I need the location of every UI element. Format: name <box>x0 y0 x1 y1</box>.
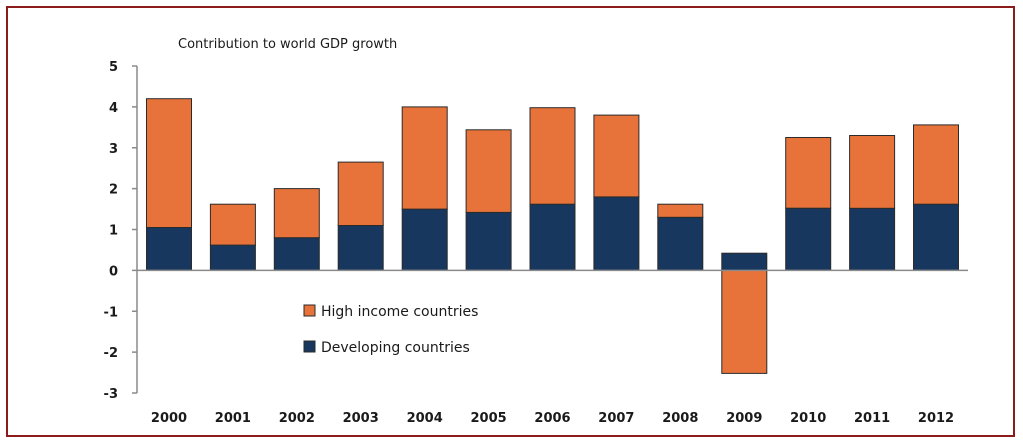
x-tick-label-2006: 2006 <box>534 411 570 426</box>
bar-high-income-2007 <box>593 114 640 198</box>
y-tick-label--3: -3 <box>104 387 118 402</box>
legend: High income countries Developing countrie… <box>303 304 478 356</box>
bars-group <box>146 98 959 374</box>
x-tick-label-2000: 2000 <box>151 411 187 426</box>
legend-swatch-developing <box>303 340 316 353</box>
x-axis: 2000 2001 2002 2003 2004 2005 2006 2007 2008 2009… <box>137 269 968 426</box>
bar-high-income-2012 <box>913 124 959 205</box>
bar-developing-2012 <box>913 203 959 271</box>
y-tick-label--2: -2 <box>104 346 118 361</box>
y-tick-label-4: 4 <box>109 101 118 116</box>
legend-label-high-income: High income countries <box>321 304 478 320</box>
bar-developing-2005 <box>465 211 512 271</box>
bar-developing-2000 <box>146 227 192 271</box>
bar-developing-2011 <box>849 207 896 271</box>
x-tick-label-2011: 2011 <box>854 411 890 426</box>
y-tick-label-3: 3 <box>109 142 118 157</box>
bar-high-income-2000 <box>146 98 192 228</box>
bar-high-income-2011 <box>849 135 896 209</box>
legend-swatch-high-income <box>303 304 316 317</box>
x-tick-label-2001: 2001 <box>215 411 251 426</box>
bar-high-income-2003 <box>337 161 384 227</box>
bar-developing-2009 <box>721 252 768 271</box>
x-tick-label-2002: 2002 <box>279 411 315 426</box>
bar-developing-2003 <box>337 224 384 271</box>
bar-developing-2007 <box>593 196 640 271</box>
y-axis: 5 4 3 2 1 0 -1 -2 -3 <box>104 60 138 402</box>
x-tick-label-2005: 2005 <box>471 411 507 426</box>
chart-title: Contribution to world GDP growth <box>178 37 397 52</box>
bar-developing-2006 <box>529 203 576 271</box>
y-tick-label-2: 2 <box>109 183 118 198</box>
x-tick-label-2009: 2009 <box>726 411 762 426</box>
legend-label-developing: Developing countries <box>321 340 470 356</box>
bar-high-income-2010 <box>785 137 832 209</box>
x-tick-label-2004: 2004 <box>407 411 443 426</box>
x-tick-label-2007: 2007 <box>598 411 634 426</box>
bar-developing-2010 <box>785 207 832 271</box>
y-tick-label-5: 5 <box>109 60 118 75</box>
bar-developing-2004 <box>401 208 448 271</box>
y-tick-label-0: 0 <box>109 264 118 279</box>
bar-developing-2001 <box>209 244 256 271</box>
bar-high-income-2001 <box>209 203 256 246</box>
bar-developing-2008 <box>657 216 704 271</box>
x-tick-label-2010: 2010 <box>790 411 826 426</box>
x-tick-label-2003: 2003 <box>343 411 379 426</box>
bar-high-income-2002 <box>273 188 320 239</box>
x-tick-label-2012: 2012 <box>918 411 954 426</box>
bar-high-income-2004 <box>401 106 448 210</box>
bar-high-income-2008 <box>657 203 704 218</box>
x-tick-label-2008: 2008 <box>662 411 698 426</box>
bar-high-income-2006 <box>529 107 576 205</box>
bar-developing-2002 <box>273 237 320 271</box>
y-tick-label--1: -1 <box>104 305 118 320</box>
bar-high-income-2005 <box>465 129 512 213</box>
y-tick-label-1: 1 <box>109 224 118 239</box>
bar-high-income-2009 <box>721 269 768 374</box>
